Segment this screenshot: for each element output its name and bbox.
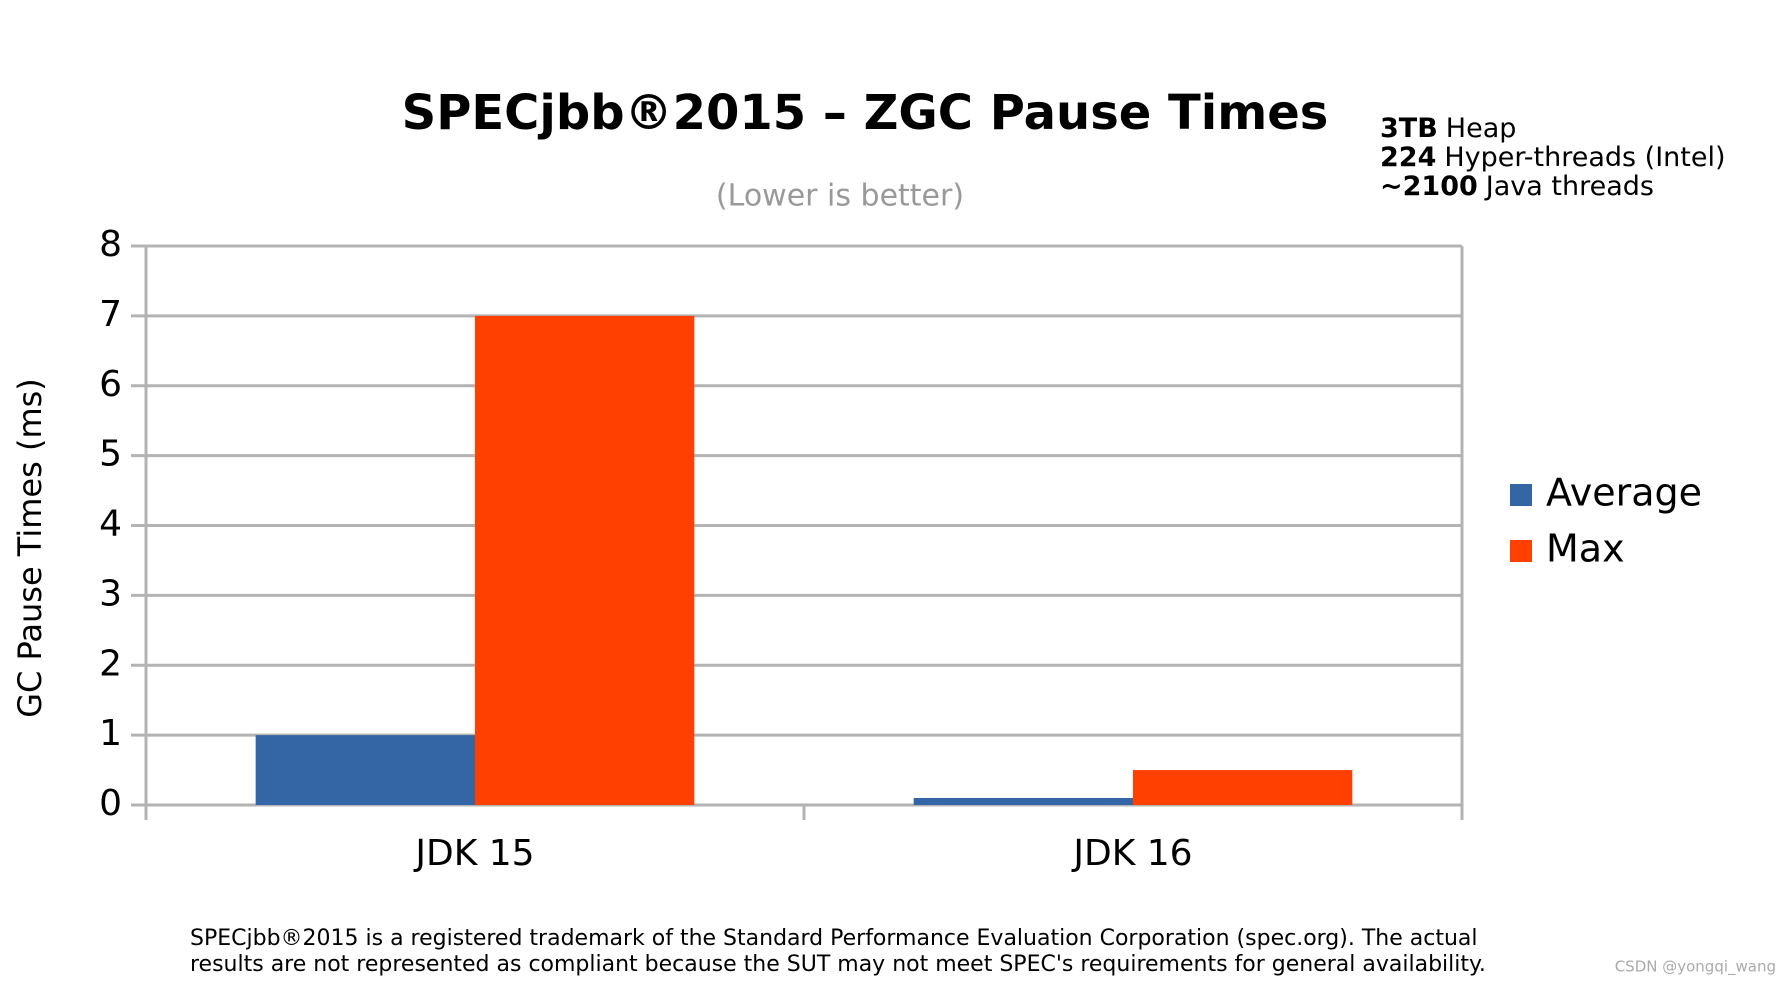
legend-swatch: [1510, 540, 1532, 562]
watermark: CSDN @yongqi_wang: [1615, 958, 1776, 977]
y-tick-label: 7: [99, 294, 122, 335]
legend-swatch: [1510, 484, 1532, 506]
annotation-text: Java threads: [1484, 171, 1654, 202]
chart-subtitle: (Lower is better): [716, 179, 964, 214]
y-tick-label: 6: [99, 364, 122, 405]
legend-label: Average: [1546, 471, 1702, 515]
chart-title: SPECjbb®2015 – ZGC Pause Times: [402, 85, 1329, 141]
footnote: SPECjbb®2015 is a registered trademark o…: [190, 926, 1478, 951]
annotation-bold: ~2100: [1380, 171, 1478, 202]
x-tick-label: JDK 16: [1071, 833, 1192, 874]
x-tick-label: JDK 15: [413, 833, 534, 874]
legend-label: Max: [1546, 527, 1625, 571]
y-tick-label: 8: [99, 224, 122, 265]
annotation-bold: 3TB: [1380, 113, 1438, 144]
y-tick-label: 4: [99, 504, 122, 545]
footnote: results are not represented as compliant…: [190, 952, 1486, 977]
annotation: ~2100 Java threads: [1380, 171, 1654, 202]
annotation-bold: 224: [1380, 142, 1436, 173]
bar: [913, 798, 1133, 805]
annotation-text: Hyper-threads (Intel): [1444, 142, 1725, 173]
annotation: 3TB Heap: [1380, 113, 1516, 144]
bar: [255, 735, 475, 805]
bar: [475, 315, 695, 805]
y-axis-label: GC Pause Times (ms): [11, 378, 49, 718]
y-tick-label: 2: [99, 643, 122, 684]
y-tick-label: 1: [99, 713, 122, 754]
y-tick-label: 5: [99, 434, 122, 475]
y-tick-label: 0: [99, 783, 122, 824]
annotation-text: Heap: [1446, 113, 1517, 144]
annotation: 224 Hyper-threads (Intel): [1380, 142, 1726, 173]
y-tick-label: 3: [99, 573, 122, 614]
bar: [1133, 770, 1353, 805]
